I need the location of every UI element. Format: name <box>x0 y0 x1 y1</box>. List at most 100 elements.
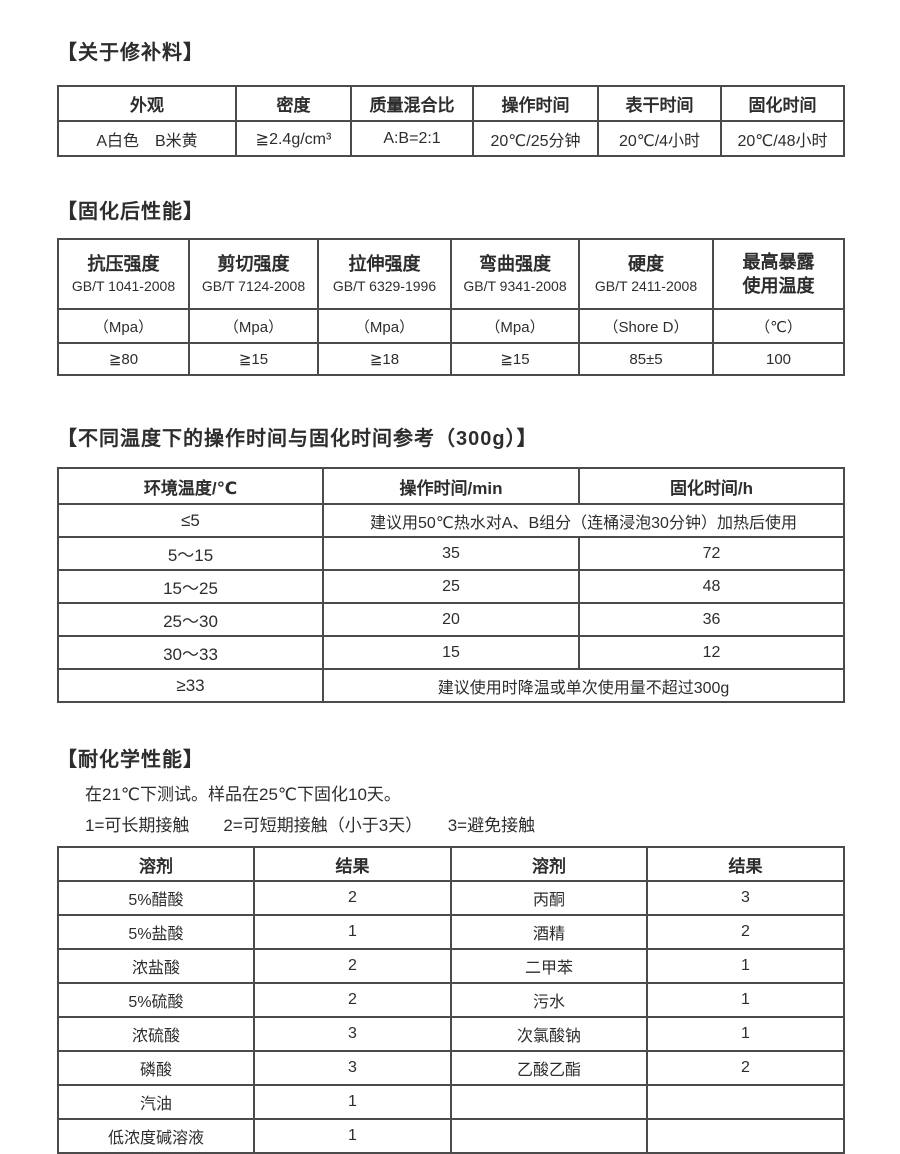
header-compressive-strength: 抗压强度 GB/T 1041-2008 <box>57 238 190 310</box>
section-title-about-material: 【关于修补料】 <box>57 42 204 64</box>
result-value: 2 <box>253 880 452 916</box>
header-solvent-right: 溶剂 <box>450 846 648 882</box>
solvent-name: 丙酮 <box>450 880 648 916</box>
solvent-name: 5%硫酸 <box>57 982 255 1018</box>
about-material-table: 外观 密度 质量混合比 操作时间 表干时间 固化时间 A白色 B米黄 ≧2.4g… <box>57 85 845 157</box>
unit-cell: （Shore D） <box>578 308 714 344</box>
result-value: 3 <box>646 880 845 916</box>
about-data-row: A白色 B米黄 ≧2.4g/cm³ A:B=2:1 20℃/25分钟 20℃/4… <box>57 120 845 157</box>
solvent-name: 汽油 <box>57 1084 255 1120</box>
about-header-row: 外观 密度 质量混合比 操作时间 表干时间 固化时间 <box>57 85 845 122</box>
temp-row: 15～25 25 48 <box>57 569 845 604</box>
property-name: 剪切强度 <box>217 254 290 275</box>
cure-time-value: 36 <box>578 602 845 637</box>
temp-range: 25～30 <box>57 602 324 637</box>
solvent-name: 5%醋酸 <box>57 880 255 916</box>
chem-row: 汽油 1 <box>57 1084 845 1120</box>
working-time-value: 25 <box>322 569 580 604</box>
result-value: 1 <box>646 982 845 1018</box>
header-ambient-temp: 环境温度/℃ <box>57 467 324 505</box>
cure-time-value: 72 <box>578 536 845 571</box>
solvent-name: 乙酸乙酯 <box>450 1050 648 1086</box>
test-standard: GB/T 7124-2008 <box>201 277 306 294</box>
property-name: 抗压强度 <box>87 254 160 275</box>
chem-row: 5%盐酸 1 酒精 2 <box>57 914 845 950</box>
solvent-name <box>450 1118 648 1154</box>
cured-performance-table: 抗压强度 GB/T 1041-2008 剪切强度 GB/T 7124-2008 … <box>57 238 845 376</box>
header-density: 密度 <box>235 85 352 122</box>
property-name: 弯曲强度 <box>479 254 551 275</box>
cure-time-value: 48 <box>578 569 845 604</box>
unit-cell: （℃） <box>712 308 845 344</box>
solvent-name: 污水 <box>450 982 648 1018</box>
header-cure-time-h: 固化时间/h <box>578 467 845 505</box>
value-cell: ≧15 <box>188 342 319 376</box>
temp-range: ≥33 <box>57 668 324 703</box>
test-standard: GB/T 2411-2008 <box>594 277 698 294</box>
cured-unit-row: （Mpa） （Mpa） （Mpa） （Mpa） （Shore D） （℃） <box>57 308 845 344</box>
result-value <box>646 1118 845 1154</box>
working-time-value: 15 <box>322 635 580 670</box>
value-cell: ≧80 <box>57 342 190 376</box>
solvent-name: 浓盐酸 <box>57 948 255 984</box>
temperature-time-table: 环境温度/℃ 操作时间/min 固化时间/h ≤5 建议用50℃热水对A、B组分… <box>57 467 845 703</box>
result-value <box>646 1084 845 1120</box>
header-working-time: 操作时间 <box>472 85 599 122</box>
result-value: 1 <box>646 1016 845 1052</box>
cell-appearance: A白色 B米黄 <box>57 120 237 157</box>
solvent-name: 5%盐酸 <box>57 914 255 950</box>
result-value: 3 <box>253 1050 452 1086</box>
temp-row: 25～30 20 36 <box>57 602 845 637</box>
cell-tack-free-time: 20℃/4小时 <box>597 120 722 157</box>
chem-row: 5%醋酸 2 丙酮 3 <box>57 880 845 916</box>
solvent-name: 二甲苯 <box>450 948 648 984</box>
property-name-line2: 使用温度 <box>742 276 815 296</box>
header-result-left: 结果 <box>253 846 452 882</box>
section-title-time-reference: 【不同温度下的操作时间与固化时间参考（300g）】 <box>57 428 538 450</box>
temp-header-row: 环境温度/℃ 操作时间/min 固化时间/h <box>57 467 845 505</box>
test-standard: GB/T 1041-2008 <box>71 277 176 294</box>
solvent-name: 低浓度碱溶液 <box>57 1118 255 1154</box>
value-cell: 85±5 <box>578 342 714 376</box>
cured-header-row: 抗压强度 GB/T 1041-2008 剪切强度 GB/T 7124-2008 … <box>57 238 845 310</box>
result-value: 2 <box>646 914 845 950</box>
high-temp-advice: 建议使用时降温或单次使用量不超过300g <box>322 668 845 703</box>
rating-legend-note: 1=可长期接触 2=可短期接触（小于3天） 3=避免接触 <box>85 816 536 835</box>
temp-row-low: ≤5 建议用50℃热水对A、B组分（连桶浸泡30分钟）加热后使用 <box>57 503 845 538</box>
unit-cell: （Mpa） <box>317 308 452 344</box>
unit-cell: （Mpa） <box>57 308 190 344</box>
header-appearance: 外观 <box>57 85 237 122</box>
test-standard: GB/T 6329-1996 <box>332 277 437 294</box>
result-value: 1 <box>253 1118 452 1154</box>
value-cell: ≧18 <box>317 342 452 376</box>
result-value: 1 <box>253 914 452 950</box>
solvent-name <box>450 1084 648 1120</box>
header-flexural-strength: 弯曲强度 GB/T 9341-2008 <box>450 238 580 310</box>
result-value: 1 <box>253 1084 452 1120</box>
cell-density: ≧2.4g/cm³ <box>235 120 352 157</box>
result-value: 2 <box>253 948 452 984</box>
solvent-name: 浓硫酸 <box>57 1016 255 1052</box>
header-result-right: 结果 <box>646 846 845 882</box>
result-value: 2 <box>253 982 452 1018</box>
property-name: 拉伸强度 <box>348 254 421 275</box>
temp-row-high: ≥33 建议使用时降温或单次使用量不超过300g <box>57 668 845 703</box>
cell-cure-time: 20℃/48小时 <box>720 120 845 157</box>
temp-range: 5～15 <box>57 536 324 571</box>
header-hardness: 硬度 GB/T 2411-2008 <box>578 238 714 310</box>
working-time-value: 20 <box>322 602 580 637</box>
header-tack-free-time: 表干时间 <box>597 85 722 122</box>
chem-row: 浓盐酸 2 二甲苯 1 <box>57 948 845 984</box>
temp-range: 15～25 <box>57 569 324 604</box>
chem-row: 磷酸 3 乙酸乙酯 2 <box>57 1050 845 1086</box>
section-title-chemical-resistance: 【耐化学性能】 <box>57 749 204 771</box>
chem-row: 浓硫酸 3 次氯酸钠 1 <box>57 1016 845 1052</box>
temp-row: 30～33 15 12 <box>57 635 845 670</box>
cured-value-row: ≧80 ≧15 ≧18 ≧15 85±5 100 <box>57 342 845 376</box>
result-value: 2 <box>646 1050 845 1086</box>
chemical-resistance-table: 溶剂 结果 溶剂 结果 5%醋酸 2 丙酮 3 5%盐酸 1 酒精 2 浓盐酸 … <box>57 846 845 1154</box>
value-cell: 100 <box>712 342 845 376</box>
temp-range: 30～33 <box>57 635 324 670</box>
header-working-time-min: 操作时间/min <box>322 467 580 505</box>
